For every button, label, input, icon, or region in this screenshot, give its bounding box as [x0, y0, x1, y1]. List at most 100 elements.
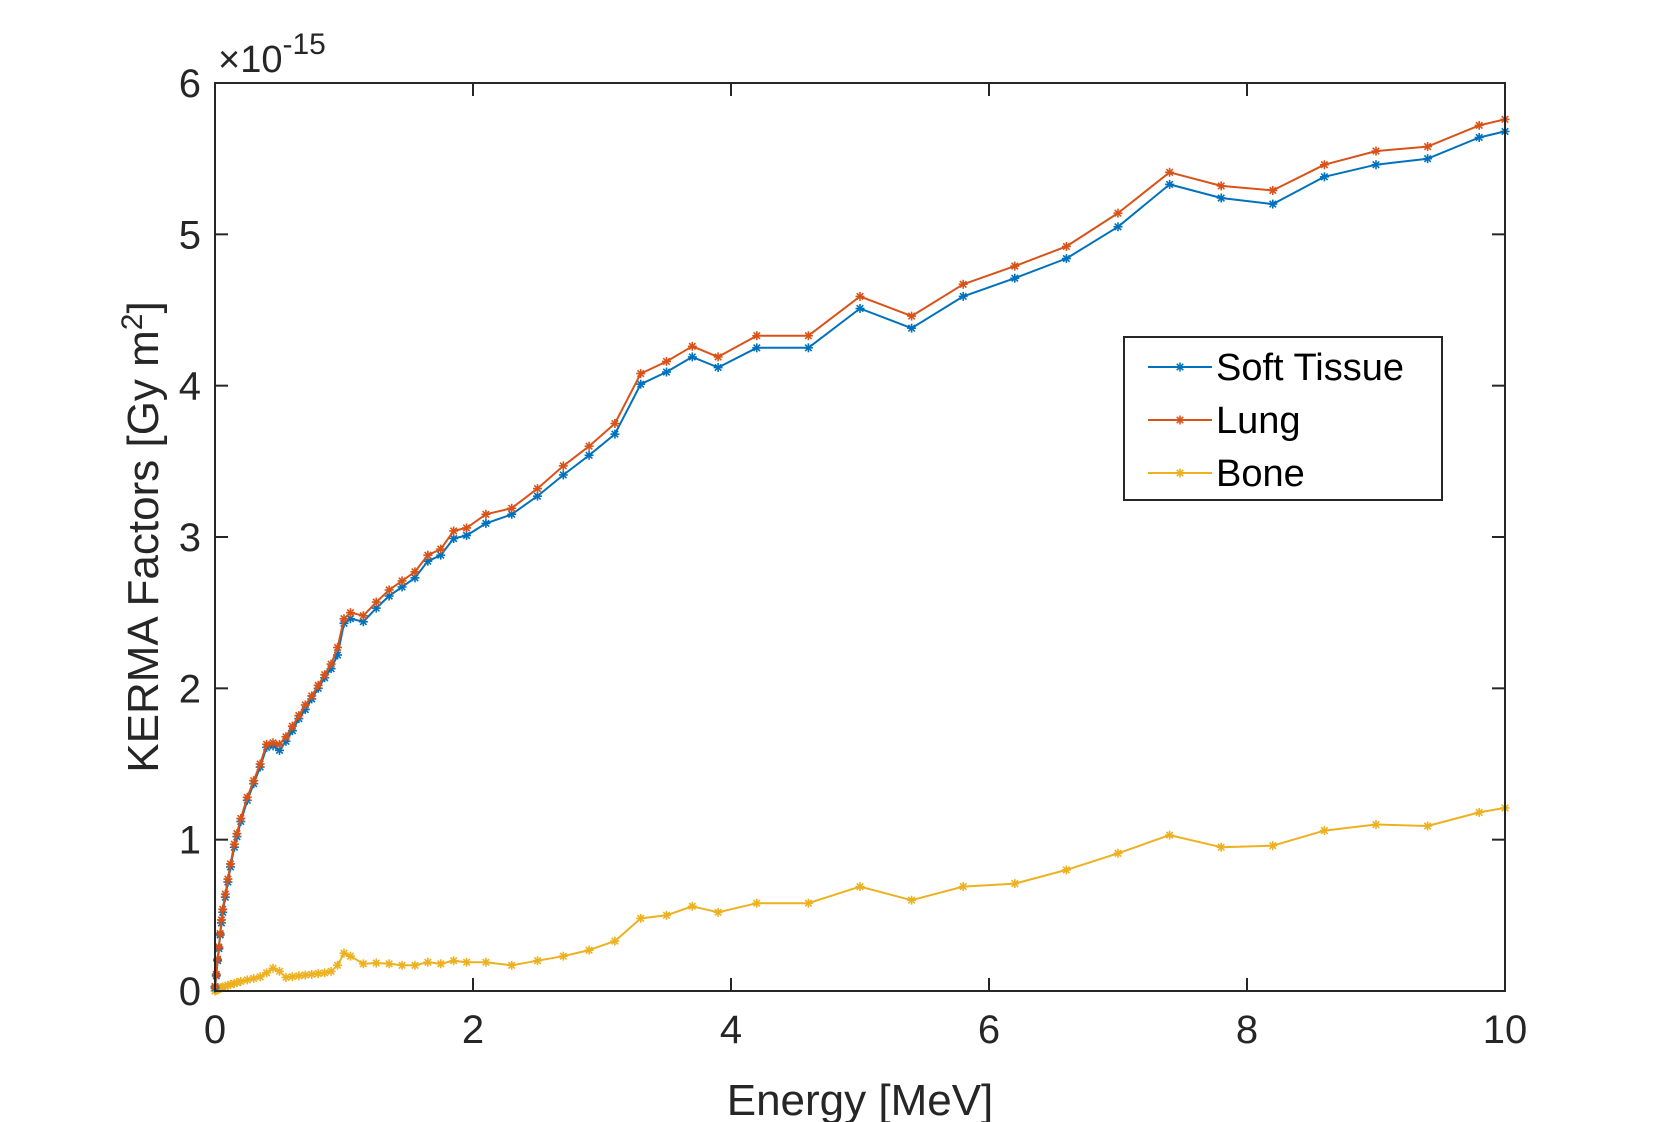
data-point-bone — [636, 913, 646, 923]
x-tick-label: 8 — [1236, 1008, 1258, 1052]
data-point-lung — [584, 441, 594, 451]
data-point-soft-tissue — [1371, 160, 1381, 170]
data-point-soft-tissue — [958, 291, 968, 301]
data-point-bone — [1061, 865, 1071, 875]
data-point-soft-tissue — [462, 530, 472, 540]
legend-item-bone: Bone — [1148, 453, 1305, 495]
legend-label: Lung — [1216, 400, 1301, 442]
data-point-lung — [907, 311, 917, 321]
y-tick-label: 3 — [179, 516, 201, 560]
data-point-lung — [232, 829, 242, 839]
data-point-lung — [275, 739, 284, 749]
data-point-lung — [211, 969, 221, 979]
data-point-bone — [410, 960, 420, 970]
y-axis-title-sup: 2 — [116, 314, 149, 331]
y-exponent-power: -15 — [282, 28, 325, 61]
data-point-lung — [481, 509, 491, 519]
data-point-lung — [462, 523, 472, 533]
data-point-lung — [218, 904, 228, 914]
data-point-lung — [436, 544, 446, 554]
y-tick-label: 2 — [179, 667, 201, 711]
data-point-lung — [220, 889, 230, 899]
data-point-lung — [752, 331, 762, 341]
data-point-soft-tissue — [558, 470, 568, 480]
data-point-soft-tissue — [584, 450, 594, 460]
data-point-lung — [423, 550, 433, 560]
data-point-lung — [236, 813, 246, 823]
data-point-lung — [410, 567, 420, 577]
data-point-bone — [1216, 842, 1226, 852]
data-point-soft-tissue — [610, 429, 620, 439]
data-point-bone — [242, 975, 252, 985]
data-point-lung — [281, 732, 291, 742]
data-point-soft-tissue — [449, 534, 459, 544]
data-point-lung — [371, 597, 381, 607]
data-point-lung — [507, 503, 517, 513]
x-axis-title: Energy [MeV] — [727, 1076, 994, 1122]
data-point-soft-tissue — [1474, 132, 1484, 142]
data-point-bone — [1423, 821, 1433, 831]
data-point-soft-tissue — [803, 343, 813, 353]
data-point-bone — [236, 976, 246, 986]
data-point-lung — [1216, 181, 1226, 191]
x-tick-label: 6 — [978, 1008, 1000, 1052]
data-point-lung — [958, 279, 968, 289]
legend-marker — [1175, 362, 1185, 372]
data-point-lung — [225, 859, 235, 869]
data-point-bone — [687, 901, 697, 911]
data-point-lung — [803, 331, 813, 341]
legend-label: Bone — [1216, 453, 1305, 495]
data-point-bone — [320, 968, 330, 978]
data-point-lung — [313, 680, 323, 690]
data-point-bone — [958, 882, 968, 892]
data-point-soft-tissue — [481, 518, 491, 528]
data-point-lung — [300, 700, 310, 710]
data-point-bone — [333, 960, 343, 970]
data-point-bone — [662, 910, 671, 920]
data-point-bone — [1113, 848, 1123, 858]
data-point-lung — [255, 759, 265, 769]
y-axis-title: KERMA Factors [Gy m2] — [116, 301, 168, 772]
data-point-soft-tissue — [1113, 222, 1123, 232]
data-point-bone — [423, 957, 433, 967]
data-point-lung — [1113, 208, 1123, 218]
legend-marker — [1175, 468, 1185, 478]
data-point-soft-tissue — [1319, 172, 1329, 182]
data-point-lung — [216, 915, 226, 925]
y-tick-label: 1 — [179, 819, 201, 863]
data-point-lung — [1423, 142, 1433, 152]
data-point-soft-tissue — [713, 363, 723, 373]
x-tick-label: 10 — [1483, 1008, 1528, 1052]
data-point-lung — [345, 608, 355, 618]
data-point-bone — [262, 968, 272, 978]
data-point-soft-tissue — [752, 343, 762, 353]
data-point-bone — [345, 951, 355, 961]
data-point-bone — [436, 959, 446, 969]
legend-item-lung: Lung — [1148, 400, 1301, 442]
data-point-bone — [1371, 820, 1381, 830]
data-point-lung — [558, 461, 568, 471]
data-point-bone — [1268, 841, 1278, 851]
data-point-lung — [294, 711, 304, 721]
y-tick-label: 0 — [179, 970, 201, 1014]
data-point-bone — [1165, 830, 1175, 840]
data-point-lung — [1319, 160, 1329, 170]
data-point-bone — [462, 957, 472, 967]
data-point-bone — [907, 895, 917, 905]
data-point-bone — [1474, 807, 1484, 817]
data-point-lung — [1010, 261, 1020, 271]
data-point-lung — [223, 874, 233, 884]
data-point-lung — [687, 341, 697, 351]
legend-item-soft-tissue: Soft Tissue — [1148, 347, 1404, 389]
data-point-bone — [713, 907, 723, 917]
y-tick-label: 6 — [179, 62, 201, 106]
data-point-bone — [533, 956, 542, 966]
legend-marker — [1175, 415, 1185, 425]
data-point-soft-tissue — [662, 367, 671, 377]
data-point-lung — [1474, 120, 1484, 130]
data-point-bone — [384, 959, 394, 969]
data-point-soft-tissue — [907, 323, 917, 333]
data-point-lung — [1268, 185, 1278, 195]
data-point-lung — [1371, 146, 1381, 156]
